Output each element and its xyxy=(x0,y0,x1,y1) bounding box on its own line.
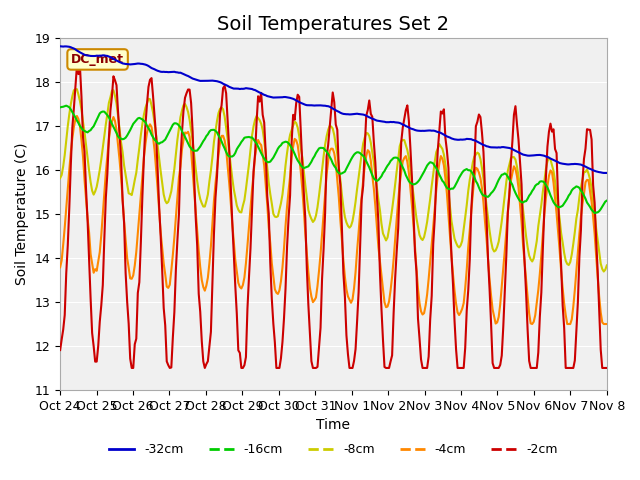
Y-axis label: Soil Temperature (C): Soil Temperature (C) xyxy=(15,143,29,286)
X-axis label: Time: Time xyxy=(317,418,351,432)
Title: Soil Temperatures Set 2: Soil Temperatures Set 2 xyxy=(218,15,449,34)
Legend: -32cm, -16cm, -8cm, -4cm, -2cm: -32cm, -16cm, -8cm, -4cm, -2cm xyxy=(104,438,563,461)
Text: DC_met: DC_met xyxy=(71,53,124,66)
